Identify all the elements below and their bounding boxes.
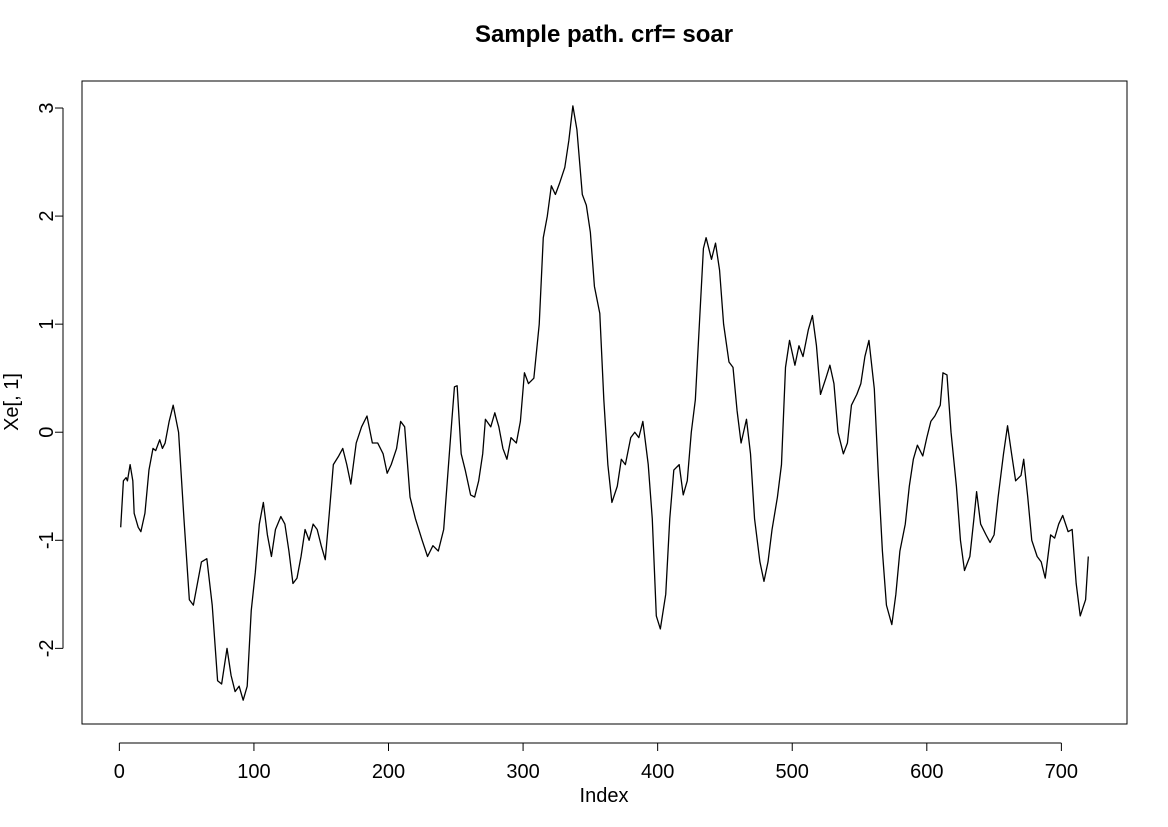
plot-frame (81, 80, 1128, 725)
x-tick-label: 0 (114, 761, 125, 783)
data-line (120, 105, 1089, 701)
x-tick-label: 200 (372, 761, 405, 783)
y-tick-label: 0 (36, 427, 58, 438)
y-tick-label: 1 (36, 319, 58, 330)
y-tick-label: 2 (36, 211, 58, 222)
x-tick-label: 400 (641, 761, 674, 783)
y-tick-label: -1 (36, 531, 58, 549)
x-tick-label: 700 (1045, 761, 1078, 783)
x-tick-label: 600 (910, 761, 943, 783)
chart-title: Sample path. crf= soar (475, 21, 733, 48)
y-tick-label: 3 (36, 102, 58, 113)
x-axis-label: Index (580, 785, 629, 807)
x-tick-label: 300 (506, 761, 539, 783)
y-axis-label: Xe[, 1] (1, 373, 23, 431)
x-tick-label: 100 (237, 761, 270, 783)
x-tick-label: 500 (776, 761, 809, 783)
y-tick-label: -2 (36, 639, 58, 657)
